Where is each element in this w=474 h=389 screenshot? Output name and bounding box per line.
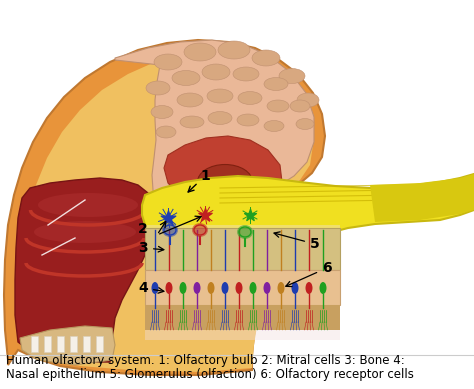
Bar	[145, 228, 340, 270]
Polygon shape	[142, 174, 474, 264]
Ellipse shape	[177, 93, 203, 107]
Ellipse shape	[264, 282, 271, 294]
Ellipse shape	[252, 50, 280, 66]
Ellipse shape	[180, 116, 204, 128]
Text: 1: 1	[188, 169, 210, 192]
Text: 2: 2	[138, 222, 148, 236]
Point	[164, 215, 172, 221]
Bar	[70, 336, 77, 352]
Text: 5: 5	[274, 232, 320, 251]
Ellipse shape	[202, 64, 230, 80]
Text: 6: 6	[286, 261, 332, 287]
Polygon shape	[20, 52, 313, 372]
Ellipse shape	[262, 209, 314, 251]
Ellipse shape	[296, 119, 314, 130]
Ellipse shape	[236, 282, 243, 294]
Bar	[145, 270, 340, 305]
Polygon shape	[164, 136, 282, 212]
Point	[201, 212, 209, 218]
Ellipse shape	[180, 282, 186, 294]
Ellipse shape	[249, 282, 256, 294]
Ellipse shape	[207, 89, 233, 103]
Ellipse shape	[34, 221, 136, 243]
Ellipse shape	[237, 114, 259, 126]
Polygon shape	[210, 215, 248, 292]
Ellipse shape	[198, 165, 253, 200]
Ellipse shape	[264, 77, 288, 91]
Bar	[31, 336, 38, 352]
Bar	[83, 336, 90, 352]
Polygon shape	[115, 40, 314, 228]
Ellipse shape	[184, 43, 216, 61]
Ellipse shape	[264, 121, 284, 131]
Ellipse shape	[165, 282, 173, 294]
Polygon shape	[370, 174, 474, 222]
Ellipse shape	[162, 223, 178, 237]
Ellipse shape	[292, 282, 299, 294]
Text: 4: 4	[138, 281, 164, 295]
Ellipse shape	[297, 93, 319, 107]
Ellipse shape	[218, 41, 250, 59]
Polygon shape	[20, 326, 115, 365]
Ellipse shape	[152, 282, 158, 294]
Ellipse shape	[290, 100, 310, 112]
Ellipse shape	[154, 54, 182, 70]
Ellipse shape	[238, 91, 262, 105]
Ellipse shape	[151, 105, 173, 119]
Bar	[145, 225, 340, 340]
Polygon shape	[4, 40, 325, 375]
Bar	[57, 336, 64, 352]
Ellipse shape	[208, 112, 232, 124]
Ellipse shape	[221, 282, 228, 294]
Bar	[96, 336, 103, 352]
Polygon shape	[15, 178, 153, 362]
Ellipse shape	[38, 193, 138, 217]
Ellipse shape	[208, 282, 215, 294]
Ellipse shape	[237, 225, 253, 239]
Text: 3: 3	[138, 241, 164, 255]
Bar	[145, 305, 340, 330]
Ellipse shape	[172, 70, 200, 86]
Bar	[44, 336, 51, 352]
Ellipse shape	[277, 282, 284, 294]
Ellipse shape	[193, 282, 201, 294]
Ellipse shape	[319, 282, 327, 294]
Ellipse shape	[146, 81, 170, 95]
Ellipse shape	[192, 223, 208, 237]
Text: Nasal epithelium 5: Glomerulus (olfaction) 6: Olfactory receptor cells: Nasal epithelium 5: Glomerulus (olfactio…	[6, 368, 414, 381]
Ellipse shape	[279, 68, 305, 84]
Point	[246, 212, 254, 218]
Ellipse shape	[306, 282, 312, 294]
Text: Human olfactory system. 1: Olfactory bulb 2: Mitral cells 3: Bone 4:: Human olfactory system. 1: Olfactory bul…	[6, 354, 405, 367]
Ellipse shape	[267, 100, 289, 112]
Ellipse shape	[156, 126, 176, 138]
Ellipse shape	[233, 67, 259, 81]
